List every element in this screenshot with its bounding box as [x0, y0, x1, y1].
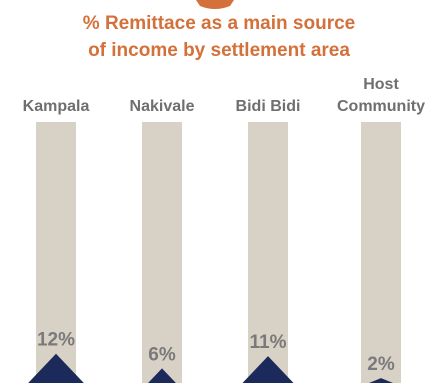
value-marker — [148, 368, 176, 383]
category-label: Host — [363, 76, 399, 93]
bar-track — [361, 122, 401, 383]
value-label: 12% — [37, 330, 75, 351]
category-label: Nakivale — [130, 98, 195, 115]
category-label: Community — [337, 98, 425, 115]
value-marker — [28, 353, 84, 383]
bar-track — [142, 122, 182, 383]
value-label: 2% — [367, 354, 395, 375]
value-label: 6% — [148, 344, 176, 365]
bar-track — [248, 122, 288, 383]
value-marker — [369, 378, 393, 383]
bar-group: Kampala 12% Nakivale 6% Bidi Bidi 11% Host Comm… — [23, 76, 425, 383]
chart-title-line-2: of income by settlement area — [88, 40, 350, 61]
value-marker — [242, 356, 294, 383]
category-label: Kampala — [23, 98, 90, 115]
category-label: Bidi Bidi — [236, 98, 301, 115]
chart-title-line-1: % Remittace as a main source — [83, 13, 355, 34]
value-label: 11% — [250, 332, 287, 353]
top-decorative-shape — [196, 0, 234, 9]
bar-track — [36, 122, 76, 383]
